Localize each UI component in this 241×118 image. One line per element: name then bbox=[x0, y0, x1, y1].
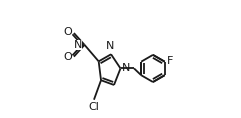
Text: N: N bbox=[106, 41, 115, 51]
Text: N: N bbox=[74, 40, 82, 50]
Text: O: O bbox=[63, 52, 72, 62]
Text: N: N bbox=[122, 63, 131, 73]
Text: O: O bbox=[63, 27, 72, 37]
Text: Cl: Cl bbox=[88, 102, 99, 112]
Text: F: F bbox=[167, 56, 173, 66]
